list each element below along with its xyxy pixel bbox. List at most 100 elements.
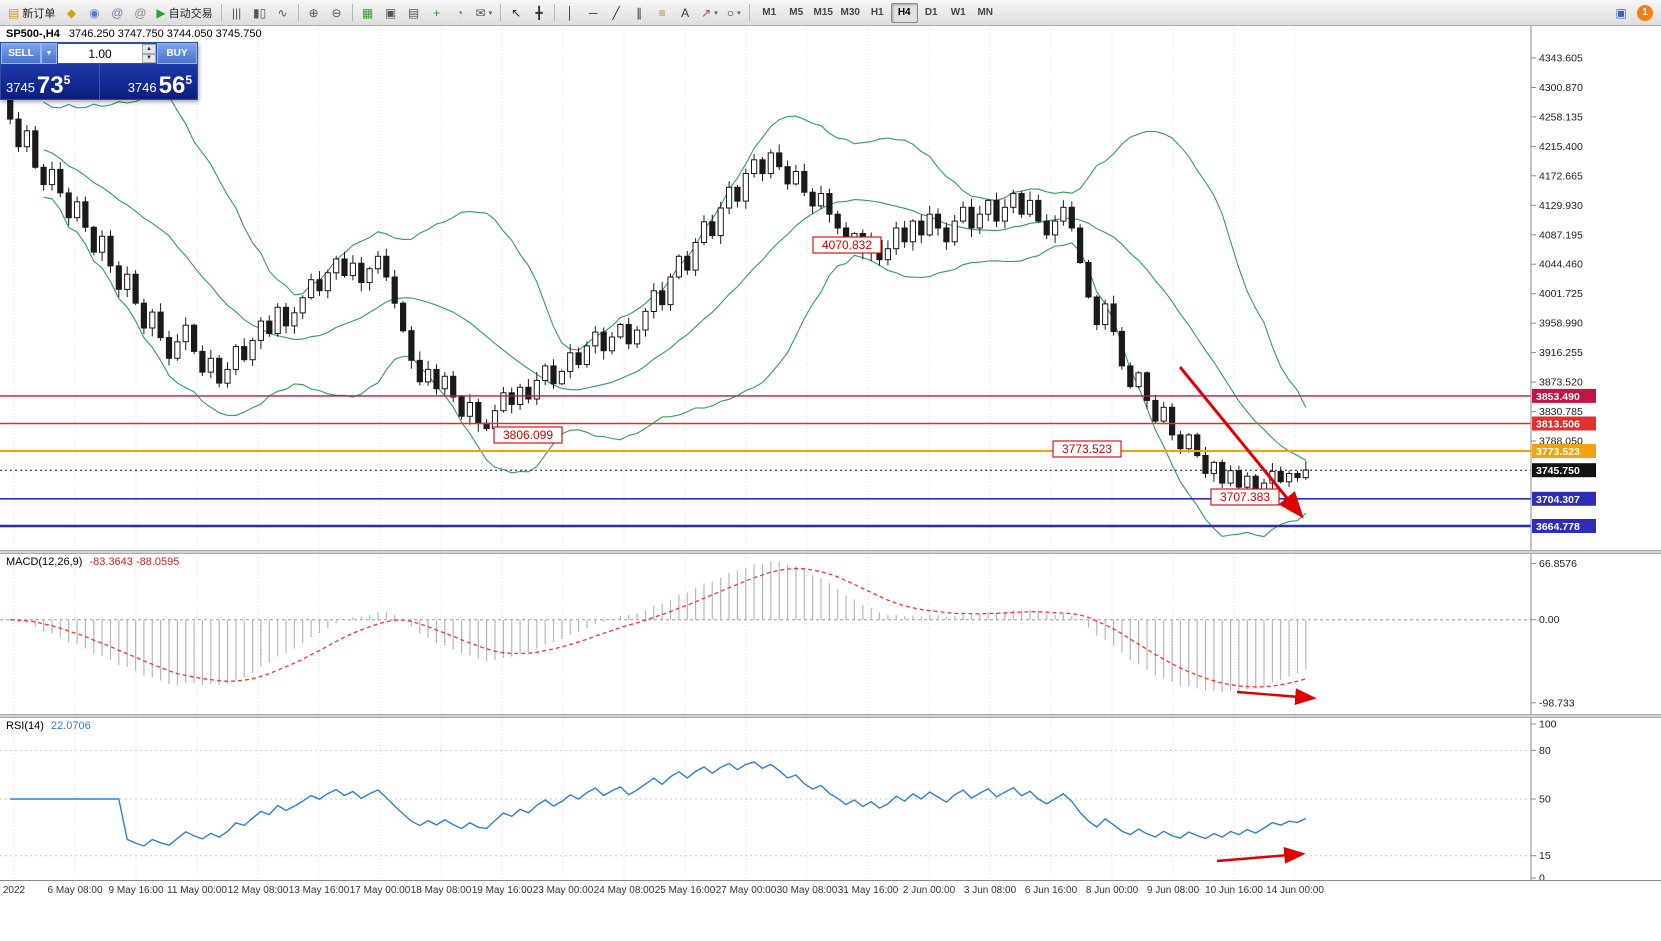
svg-text:80: 80 (1539, 745, 1551, 757)
pane-splitter-macd[interactable] (0, 550, 1661, 554)
buy-price-pips: 56 (158, 71, 186, 99)
svg-text:3704.307: 3704.307 (1536, 494, 1580, 506)
cursor-button[interactable]: ↖ (505, 2, 527, 24)
svg-text:3664.778: 3664.778 (1536, 521, 1580, 533)
horizontal-line-icon: ─ (588, 5, 598, 20)
svg-text:4172.665: 4172.665 (1539, 170, 1583, 182)
auto-trading-button[interactable]: ▶ 自动交易 (152, 2, 216, 24)
community-button[interactable]: @ (106, 2, 128, 24)
add-indicator-icon: + (433, 5, 441, 20)
add-indicator-button[interactable]: + (426, 2, 448, 24)
search-button[interactable]: ▣ (1610, 2, 1632, 24)
time-label: 24 May 08:00 (593, 885, 655, 896)
new-order-button[interactable]: ▤ 新订单 (4, 2, 59, 24)
sell-price-point: 5 (63, 73, 71, 87)
trendline-button[interactable]: ╱ (605, 2, 627, 24)
timeframe-d1-button[interactable]: D1 (918, 3, 945, 23)
buy-button[interactable]: BUY (157, 43, 197, 64)
volume-input[interactable] (58, 44, 142, 63)
tile-windows-button[interactable]: ▦ (357, 2, 379, 24)
candlestick-chart-button[interactable]: ▮▯ (249, 2, 271, 24)
zoom-in-icon: ⊕ (308, 5, 319, 20)
toolbar-separator (500, 4, 502, 21)
macd-svg[interactable]: 66.8576 0.00 -98.733 (0, 554, 1661, 714)
fibonacci-button[interactable]: ≡ (651, 2, 673, 24)
arrows-button[interactable]: ↗ ▾ (697, 2, 722, 24)
zoom-in-button[interactable]: ⊕ (303, 2, 325, 24)
profile-button[interactable]: ◉ (83, 2, 105, 24)
accounts-button[interactable]: ◆ (60, 2, 82, 24)
profile-icon: ◉ (89, 5, 100, 20)
dropdown-caret-icon: ▾ (488, 9, 493, 17)
svg-text:3773.523: 3773.523 (1536, 446, 1580, 458)
svg-text:4044.460: 4044.460 (1539, 259, 1583, 271)
toolbar-separator (554, 4, 556, 21)
period-clock-button[interactable]: ◔ (449, 2, 471, 24)
notifications-badge[interactable]: 1 (1637, 4, 1653, 21)
pane-splitter-rsi[interactable] (0, 714, 1661, 718)
timeframe-m15-button[interactable]: M15 (810, 3, 837, 23)
time-label: 31 May 16:00 (837, 885, 899, 896)
timeframe-w1-button[interactable]: W1 (945, 3, 972, 23)
time-label: 13 May 16:00 (288, 885, 350, 896)
svg-text:3773.523: 3773.523 (1062, 442, 1112, 456)
timeframe-h1-button[interactable]: H1 (864, 3, 891, 23)
new-order-label: 新订单 (22, 7, 56, 20)
arrange-windows-icon: ▤ (407, 5, 420, 20)
time-label: 19 May 16:00 (471, 885, 533, 896)
rsi-pane[interactable]: 100 80 50 15 0 RSI(14) 22.0706 (0, 718, 1661, 880)
svg-text:4258.135: 4258.135 (1539, 111, 1583, 123)
toolbar-separator (220, 4, 222, 21)
search-icon: ▣ (1615, 5, 1627, 20)
line-chart-button[interactable]: ∿ (272, 2, 294, 24)
toolbar-separator (351, 4, 353, 21)
vertical-line-button[interactable]: │ (559, 2, 581, 24)
volume-up-button[interactable]: ▲ (142, 44, 156, 54)
auto-trading-icon: ▶ (156, 5, 166, 20)
chart-window: 4070.832 3806.099 3773.523 3707.383 4343.605… (0, 26, 1661, 941)
main-chart-pane[interactable]: 4070.832 3806.099 3773.523 3707.383 4343.605… (0, 26, 1661, 550)
zoom-out-button[interactable]: ⊖ (326, 2, 348, 24)
timeframe-mn-button[interactable]: MN (972, 3, 999, 23)
time-axis[interactable]: 2022 6 May 08:00 9 May 16:00 11 May 00:00 12… (0, 880, 1661, 941)
volume-spinner: ▲ ▼ (142, 44, 156, 63)
timeframe-m30-button[interactable]: M30 (837, 3, 864, 23)
timeframe-m5-button[interactable]: M5 (783, 3, 810, 23)
rsi-svg[interactable]: 100 80 50 15 0 (0, 718, 1661, 880)
horizontal-line-button[interactable]: ─ (582, 2, 604, 24)
sell-price[interactable]: 3745 73 5 (1, 64, 99, 99)
trade-prices-row: 3745 73 5 3746 56 5 (0, 64, 198, 100)
svg-text:-98.733: -98.733 (1539, 697, 1575, 709)
shapes-icon: ○ (726, 5, 735, 20)
main-chart-svg[interactable]: 4070.832 3806.099 3773.523 3707.383 4343.605… (0, 26, 1661, 550)
period-clock-icon: ◔ (455, 5, 464, 20)
shapes-button[interactable]: ○ ▾ (723, 2, 745, 24)
svg-text:0: 0 (1539, 873, 1545, 881)
crosshair-button[interactable]: ╋ (528, 2, 550, 24)
cascade-windows-button[interactable]: ▣ (380, 2, 402, 24)
volume-down-button[interactable]: ▼ (142, 53, 156, 63)
macd-pane[interactable]: 66.8576 0.00 -98.733 MACD(12,26,9) -83.364… (0, 554, 1661, 714)
svg-text:4215.400: 4215.400 (1539, 141, 1583, 153)
timeframe-m1-button[interactable]: M1 (756, 3, 783, 23)
sell-button[interactable]: SELL (1, 43, 41, 64)
order-type-dropdown[interactable]: ▼ (41, 43, 57, 64)
time-label: 9 May 16:00 (108, 885, 164, 896)
timeframe-h4-button[interactable]: H4 (890, 2, 918, 23)
trade-controls-row: SELL ▼ ▲ ▼ BUY (0, 42, 198, 64)
channel-button[interactable]: ∥ (628, 2, 650, 24)
macd-header: MACD(12,26,9) -83.3643 -88.0595 (6, 556, 179, 568)
bar-chart-button[interactable]: ||| (226, 2, 248, 24)
svg-text:3806.099: 3806.099 (503, 428, 553, 442)
buy-price[interactable]: 3746 56 5 (98, 64, 198, 99)
arrange-windows-button[interactable]: ▤ (403, 2, 425, 24)
main-toolbar: ▤ 新订单 ◆ ◉ @ @ ▶ 自动交易 ||| ▮▯ ∿ ⊕ ⊖ ▦ ▣ ▤ + ◔ ✉ ▾ ↖ ╋ │ ─ ╱ ∥ ≡ A ↗ ▾ ○ ▾… (0, 0, 1661, 26)
text-button[interactable]: A (674, 2, 696, 24)
news-button[interactable]: @ (129, 2, 151, 24)
toolbar-separator (748, 4, 750, 21)
templates-button[interactable]: ✉ ▾ (472, 2, 497, 24)
svg-text:3873.520: 3873.520 (1539, 377, 1583, 389)
buy-price-point: 5 (185, 73, 192, 87)
sell-price-pips: 73 (36, 71, 64, 99)
time-label: 30 May 08:00 (776, 885, 838, 896)
